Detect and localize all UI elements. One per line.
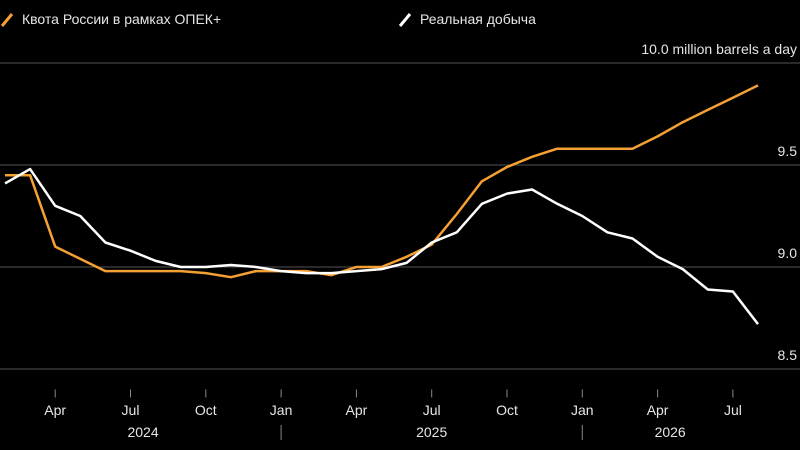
x-tick-label: Apr xyxy=(346,402,368,418)
y-tick-label: 10.0 million barrels a day xyxy=(641,41,797,57)
y-tick-label: 8.5 xyxy=(778,347,798,363)
legend-label: Реальная добыча xyxy=(420,11,536,27)
year-label: 2025 xyxy=(416,424,447,440)
y-tick-label: 9.0 xyxy=(778,245,798,261)
legend-label: Квота России в рамках ОПЕК+ xyxy=(22,11,221,27)
x-tick-label: Oct xyxy=(496,402,518,418)
series-line xyxy=(4,167,759,325)
series-line xyxy=(5,84,759,279)
y-tick-label: 9.5 xyxy=(778,143,798,159)
legend-swatch xyxy=(0,13,14,27)
x-tick-label: Jul xyxy=(122,402,140,418)
x-tick-label: Apr xyxy=(44,402,66,418)
legend-swatch xyxy=(398,13,412,27)
year-label: 2024 xyxy=(127,424,158,440)
x-tick-label: Jan xyxy=(270,402,293,418)
x-tick-label: Oct xyxy=(195,402,217,418)
x-tick-label: Jul xyxy=(724,402,742,418)
x-tick-label: Apr xyxy=(647,402,669,418)
x-tick-label: Jan xyxy=(571,402,594,418)
year-label: 2026 xyxy=(655,424,686,440)
x-tick-label: Jul xyxy=(423,402,441,418)
